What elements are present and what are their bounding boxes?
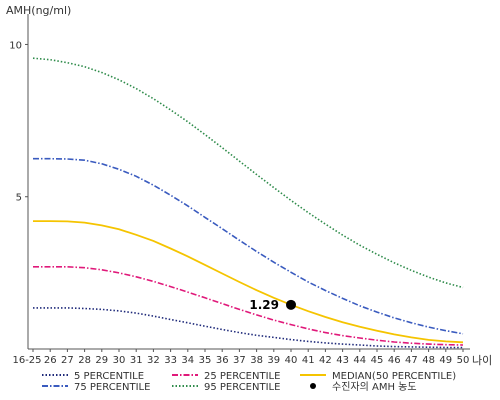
x-tick-label: 36 [216,355,229,366]
x-tick-label: 27 [61,355,74,366]
x-tick-label: 50 [457,355,470,366]
legend-label-3: 75 PERCENTILE [74,382,150,393]
y-tick-label: 5 [16,193,22,204]
plot-area [32,57,464,349]
x-tick-label: 38 [250,355,263,366]
x-axis-title: 나이 [472,354,492,367]
x-tick-label: 39 [267,355,280,366]
x-tick-label: 30 [113,355,126,366]
x-tick-label: 28 [78,355,91,366]
x-tick-label: 35 [199,355,212,366]
x-tick-label: 16-25 [12,355,41,366]
x-tick-label: 34 [181,355,194,366]
x-tick-label: 26 [44,355,57,366]
legend-label-4: 95 PERCENTILE [204,382,280,393]
x-tick-label: 45 [371,355,384,366]
legend-swatch-marker [310,383,316,389]
x-tick-label: 40 [285,355,298,366]
x-tick-label: 46 [388,355,401,366]
legend-label-1: 25 PERCENTILE [204,371,280,382]
x-tick-label: 44 [353,355,366,366]
y-tick-label: 10 [9,40,22,51]
legend-label-marker: 수진자의 AMH 농도 [332,381,417,393]
x-tick-label: 49 [439,355,452,366]
x-tick-label: 32 [147,355,160,366]
legend-label-0: 5 PERCENTILE [74,371,144,382]
x-ticks: 16-25 26 27 28 29 30 31 32 33 34 35 36 37 38 39 40 41 42 4… [12,349,469,366]
x-tick-label: 37 [233,355,246,366]
legend-label-2: MEDIAN(50 PERCENTILE) [332,371,456,382]
x-tick-label: 43 [336,355,349,366]
y-axis-title: AMH(ng/ml) [6,4,71,17]
series-line-0 [33,307,463,349]
legend: 5 PERCENTILE 25 PERCENTILE MEDIAN(50 PERCE… [42,371,456,393]
patient-amh-point [286,299,296,310]
x-tick-label: 42 [319,355,332,366]
series-line-4 [32,57,464,289]
x-tick-label: 48 [422,355,435,366]
y-ticks: 5 10 [9,40,28,204]
series-line-2 [33,220,464,344]
patient-amh-value-label: 1.29 [249,298,279,312]
series-line-3 [33,157,464,335]
x-tick-label: 29 [95,355,108,366]
patient-marker-group: 1.29 [249,298,296,312]
x-tick-label: 41 [302,355,315,366]
series-line-1 [33,266,464,346]
x-tick-label: 31 [130,355,143,366]
x-tick-label: 47 [405,355,418,366]
x-tick-label: 33 [164,355,177,366]
